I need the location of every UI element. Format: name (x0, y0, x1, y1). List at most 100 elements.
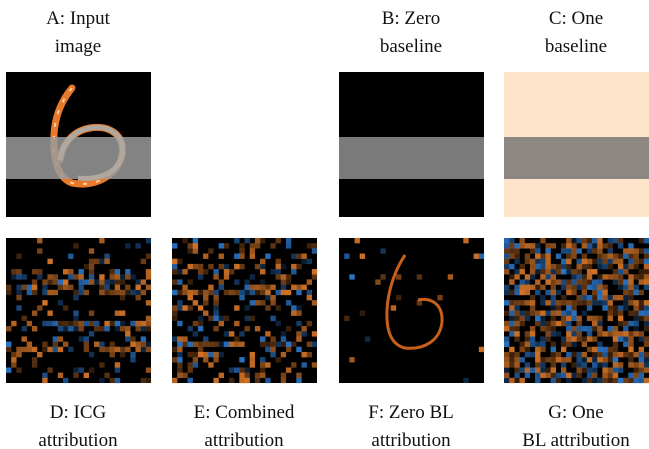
attribution-pixel (514, 378, 519, 383)
attribution-pixel (561, 357, 566, 362)
attribution-pixel (135, 279, 140, 284)
attribution-pixel (644, 274, 649, 279)
attribution-pixel (260, 279, 265, 284)
attribution-pixel (239, 264, 244, 269)
attribution-pixel (520, 342, 525, 347)
attribution-pixel (120, 279, 125, 284)
attribution-pixel (520, 264, 525, 269)
attribution-pixel (525, 347, 530, 352)
attribution-pixel (644, 378, 649, 383)
attribution-pixel (644, 357, 649, 362)
attribution-pixel (32, 326, 37, 331)
attribution-pixel (94, 279, 99, 284)
attribution-pixel (644, 285, 649, 290)
attribution-pixel (188, 367, 193, 372)
attribution-pixel (344, 316, 349, 321)
attribution-pixel (623, 321, 628, 326)
attribution-pixel (250, 352, 255, 357)
attribution-pixel (84, 279, 89, 284)
attribution-pixel (514, 321, 519, 326)
attribution-pixel (540, 254, 545, 259)
attribution-pixel (125, 326, 130, 331)
attribution-pixel (556, 352, 561, 357)
attribution-pixel (47, 367, 52, 372)
attribution-pixel (582, 243, 587, 248)
attribution-pixel (270, 352, 275, 357)
attribution-pixel (188, 279, 193, 284)
attribution-pixel (597, 326, 602, 331)
attribution-pixel (618, 336, 623, 341)
attribution-pixel (255, 300, 260, 305)
attribution-pixel (213, 326, 218, 331)
attribution-pixel (296, 347, 301, 352)
attribution-pixel (514, 362, 519, 367)
attribution-pixel (99, 347, 104, 352)
attribution-pixel (6, 367, 11, 372)
attribution-pixel (561, 316, 566, 321)
attribution-pixel (260, 269, 265, 274)
attribution-pixel (42, 378, 47, 383)
attribution-pixel (644, 305, 649, 310)
attribution-pixel (592, 352, 597, 357)
attribution-pixel (63, 269, 68, 274)
attribution-pixel (592, 357, 597, 362)
attribution-pixel (608, 378, 613, 383)
attribution-pixel (551, 290, 556, 295)
attribution-pixel (125, 243, 130, 248)
attribution-pixel (208, 285, 213, 290)
attribution-pixel (291, 254, 296, 259)
attribution-pixel (525, 367, 530, 372)
attribution-pixel (16, 290, 21, 295)
attribution-pixel (545, 248, 550, 253)
attribution-pixel (27, 321, 32, 326)
attribution-pixel (566, 316, 571, 321)
attribution-pixel (79, 336, 84, 341)
attribution-pixel (99, 362, 104, 367)
attribution-pixel (265, 347, 270, 352)
attribution-pixel (276, 321, 281, 326)
attribution-pixel (245, 285, 250, 290)
attribution-pixel (514, 373, 519, 378)
attribution-pixel (182, 269, 187, 274)
attribution-pixel (58, 285, 63, 290)
attribution-pixel (633, 373, 638, 378)
attribution-pixel (633, 248, 638, 253)
attribution-pixel (276, 305, 281, 310)
attribution-pixel (618, 362, 623, 367)
attribution-pixel (535, 352, 540, 357)
attribution-pixel (628, 259, 633, 264)
attribution-pixel (644, 254, 649, 259)
attribution-pixel (115, 290, 120, 295)
attribution-pixel (219, 285, 224, 290)
attribution-pixel (602, 352, 607, 357)
attribution-pixel (592, 378, 597, 383)
attribution-pixel (608, 367, 613, 372)
attribution-pixel (504, 336, 509, 341)
attribution-pixel (545, 373, 550, 378)
attribution-pixel (509, 305, 514, 310)
attribution-pixel (618, 264, 623, 269)
attribution-pixel (22, 285, 27, 290)
attribution-pixel (618, 269, 623, 274)
attribution-pixel (276, 342, 281, 347)
attribution-pixel (208, 342, 213, 347)
attribution-pixel (633, 305, 638, 310)
attribution-pixel (245, 373, 250, 378)
attribution-pixel (602, 347, 607, 352)
attribution-pixel (608, 274, 613, 279)
attribution-pixel (448, 274, 453, 279)
attribution-pixel (535, 321, 540, 326)
attribution-pixel (561, 295, 566, 300)
attribution-pixel (504, 248, 509, 253)
attribution-pixel (110, 378, 115, 383)
attribution-pixel (255, 238, 260, 243)
attribution-pixel (146, 300, 151, 305)
attribution-pixel (260, 285, 265, 290)
attribution-pixel (504, 238, 509, 243)
attribution-pixel (276, 264, 281, 269)
attribution-pixel (577, 373, 582, 378)
attribution-pixel (633, 311, 638, 316)
attribution-pixel (556, 254, 561, 259)
attribution-pixel (597, 378, 602, 383)
attribution-pixel (571, 248, 576, 253)
